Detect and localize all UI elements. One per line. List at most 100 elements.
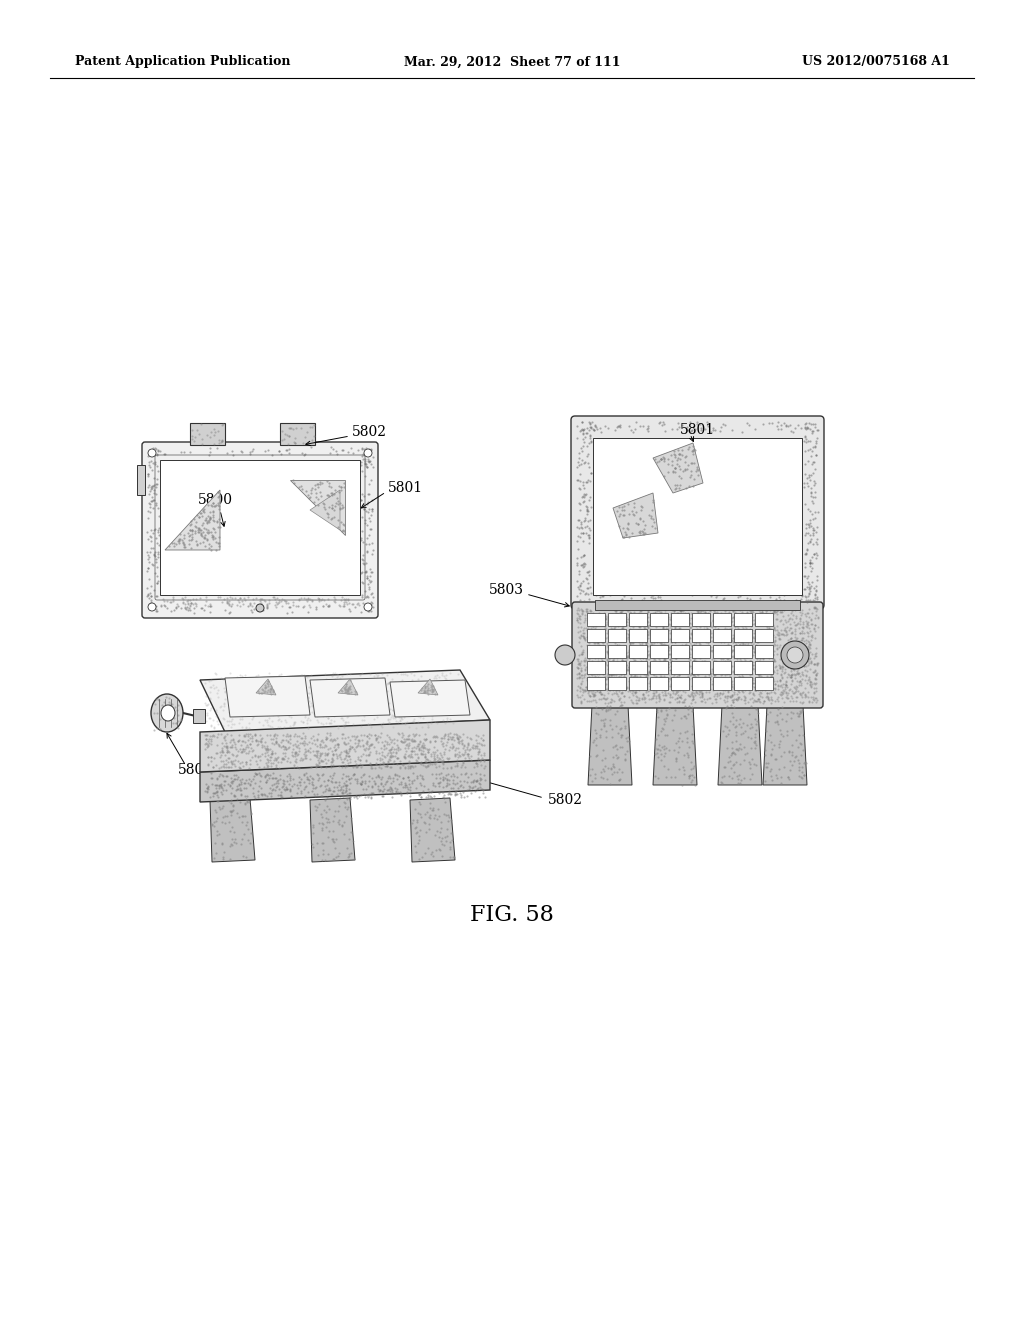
Point — [573, 651, 590, 672]
Point — [756, 669, 772, 690]
Point — [302, 417, 318, 438]
Point — [375, 697, 391, 718]
Point — [773, 685, 790, 706]
Point — [353, 455, 370, 477]
Point — [729, 664, 745, 685]
Point — [195, 512, 211, 533]
Point — [753, 665, 769, 686]
Point — [311, 589, 328, 610]
Point — [621, 504, 637, 525]
Point — [573, 554, 590, 576]
Point — [687, 639, 703, 660]
Point — [804, 614, 820, 635]
Point — [577, 630, 593, 651]
Point — [752, 587, 768, 609]
Point — [219, 742, 236, 763]
Point — [670, 447, 686, 469]
Point — [790, 659, 806, 680]
Point — [400, 770, 417, 791]
Point — [298, 589, 314, 610]
Point — [613, 692, 630, 713]
Point — [724, 675, 740, 696]
Point — [786, 681, 803, 702]
Point — [380, 742, 396, 763]
Point — [148, 601, 165, 622]
Point — [720, 649, 736, 671]
Point — [476, 734, 493, 755]
Point — [589, 664, 605, 685]
Point — [621, 645, 637, 667]
Point — [639, 664, 655, 685]
Point — [622, 634, 638, 655]
Point — [307, 478, 324, 499]
Point — [381, 711, 397, 733]
Point — [725, 692, 741, 713]
Point — [750, 631, 766, 652]
Point — [319, 738, 336, 759]
Point — [613, 500, 630, 521]
Point — [668, 750, 684, 771]
Point — [690, 638, 707, 659]
Point — [769, 671, 785, 692]
Point — [213, 756, 229, 777]
Point — [471, 733, 487, 754]
Point — [793, 636, 809, 657]
Point — [347, 597, 364, 618]
Point — [308, 783, 325, 804]
Point — [574, 570, 591, 591]
Polygon shape — [310, 799, 355, 862]
Point — [394, 676, 411, 697]
Point — [702, 639, 719, 660]
Point — [674, 775, 690, 796]
Point — [806, 618, 822, 639]
Point — [253, 729, 269, 750]
Point — [273, 748, 290, 770]
Point — [583, 661, 599, 682]
Point — [677, 639, 693, 660]
Point — [426, 750, 442, 771]
Point — [294, 442, 310, 463]
Point — [718, 640, 734, 661]
Point — [583, 675, 599, 696]
Point — [602, 627, 618, 648]
Point — [389, 747, 406, 768]
Point — [606, 657, 623, 678]
Point — [678, 676, 694, 697]
Point — [198, 729, 214, 750]
Point — [571, 582, 588, 603]
Point — [224, 672, 241, 693]
Point — [770, 678, 786, 700]
Point — [587, 624, 603, 645]
Point — [203, 697, 219, 718]
Point — [810, 616, 826, 638]
Point — [663, 673, 679, 694]
Point — [714, 767, 730, 788]
Point — [801, 413, 817, 434]
Point — [452, 771, 468, 792]
Point — [266, 747, 283, 768]
Point — [161, 692, 177, 713]
Point — [193, 523, 209, 544]
Point — [272, 710, 289, 731]
Point — [216, 693, 232, 714]
Point — [622, 644, 638, 665]
Point — [260, 750, 276, 771]
Point — [755, 656, 771, 677]
Point — [313, 807, 330, 828]
Point — [237, 725, 253, 746]
Point — [243, 599, 259, 620]
Point — [650, 630, 667, 651]
Point — [583, 432, 599, 453]
Point — [452, 726, 468, 747]
Point — [669, 648, 685, 669]
Point — [674, 620, 690, 642]
Point — [242, 774, 258, 795]
Point — [781, 751, 798, 772]
Point — [291, 701, 307, 722]
Point — [234, 590, 251, 611]
Point — [401, 698, 418, 719]
Point — [279, 771, 295, 792]
Point — [759, 704, 775, 725]
Point — [349, 593, 366, 614]
Point — [215, 796, 231, 817]
